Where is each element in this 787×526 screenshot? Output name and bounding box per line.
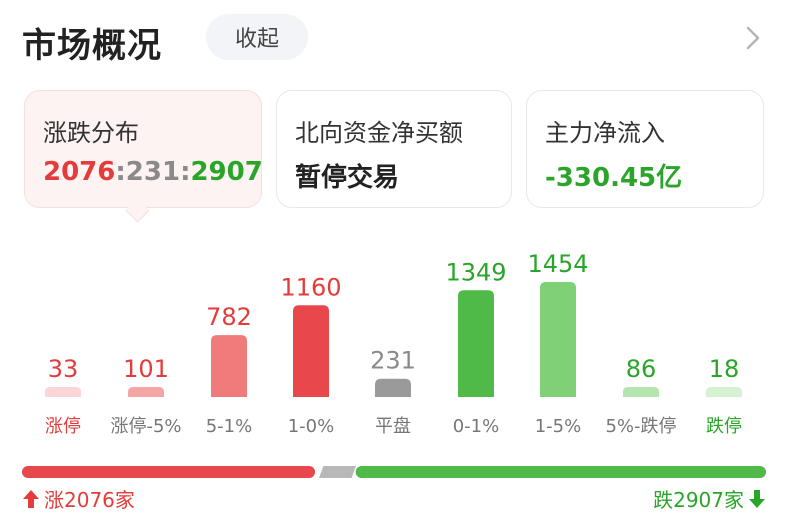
category-label: 涨停-5% [110, 416, 181, 437]
bar-value-label: 18 [709, 355, 740, 383]
summary-cards: 涨跌分布 2076:231:2907 北向资金净买额 暂停交易 主力净流入 -3… [24, 90, 764, 223]
distribution-bar-chart: 33 涨停 101 涨停-5% 782 5-1% 1160 1-0% 231 平盘 1349 0-1%… [45, 250, 742, 437]
bar-value-label: 782 [206, 303, 252, 331]
down-summary: 跌2907家 [653, 484, 766, 513]
ratio-separator: : [180, 157, 191, 187]
main-inflow-value: -330.45亿 [545, 163, 683, 193]
category-label: 1-5% [535, 416, 582, 437]
up-summary-label: 涨2076家 [44, 488, 135, 512]
bar-2 [211, 335, 247, 397]
category-label: 0-1% [453, 416, 500, 437]
arrow-up-icon [23, 489, 39, 508]
summary-footer: 涨2076家 跌2907家 [22, 484, 766, 514]
bar-1 [128, 387, 164, 397]
arrow-down-icon [749, 489, 765, 508]
bar-7 [623, 387, 659, 397]
card-rise-fall-distribution[interactable]: 涨跌分布 2076:231:2907 [24, 90, 263, 223]
card-label: 涨跌分布 [43, 119, 139, 147]
category-label: 5%-跌停 [605, 416, 676, 437]
collapse-button[interactable]: 收起 [206, 14, 308, 60]
flat-count: 231 [125, 157, 181, 187]
progress-flat-segment [318, 466, 356, 478]
category-label: 1-0% [288, 416, 335, 437]
ratio-separator: : [115, 157, 126, 187]
bar-value-label: 1454 [527, 250, 588, 278]
category-label: 涨停 [45, 416, 81, 437]
bar-8 [706, 387, 742, 397]
category-label: 5-1% [206, 416, 253, 437]
rise-fall-progress-bar [22, 466, 766, 478]
card-main-net-inflow[interactable]: 主力净流入 -330.45亿 [526, 90, 764, 208]
up-summary: 涨2076家 [22, 484, 135, 513]
progress-up-segment [22, 466, 316, 478]
category-label: 跌停 [706, 416, 742, 437]
up-count: 2076 [43, 157, 116, 187]
bar-value-label: 101 [123, 355, 169, 383]
page-title: 市场概况 [22, 26, 162, 66]
category-label: 平盘 [375, 416, 411, 437]
card-pointer [125, 198, 150, 223]
bar-3 [293, 305, 329, 397]
bar-4 [375, 378, 411, 397]
card-label: 主力净流入 [545, 119, 665, 147]
bar-5 [458, 290, 494, 397]
bar-value-label: 231 [370, 347, 416, 375]
market-overview-header: 市场概况 收起 [22, 14, 767, 66]
distribution-chart: 33 涨停 101 涨停-5% 782 5-1% 1160 1-0% 231 平盘 1349 0-1%… [0, 230, 787, 450]
down-summary-label: 跌2907家 [653, 488, 744, 512]
bar-value-label: 1349 [445, 258, 506, 286]
chevron-right-icon[interactable] [739, 24, 767, 52]
progress-down-segment [355, 466, 766, 478]
bar-value-label: 1160 [280, 273, 341, 301]
card-label: 北向资金净买额 [295, 119, 463, 147]
down-count: 2907 [190, 157, 263, 187]
card-northbound-net-buy[interactable]: 北向资金净买额 暂停交易 [276, 90, 512, 208]
northbound-value: 暂停交易 [295, 163, 400, 193]
rise-fall-ratio: 2076:231:2907 [43, 157, 263, 187]
bar-6 [540, 282, 576, 397]
bar-value-label: 33 [48, 355, 79, 383]
bar-0 [45, 387, 81, 397]
bar-value-label: 86 [626, 355, 657, 383]
